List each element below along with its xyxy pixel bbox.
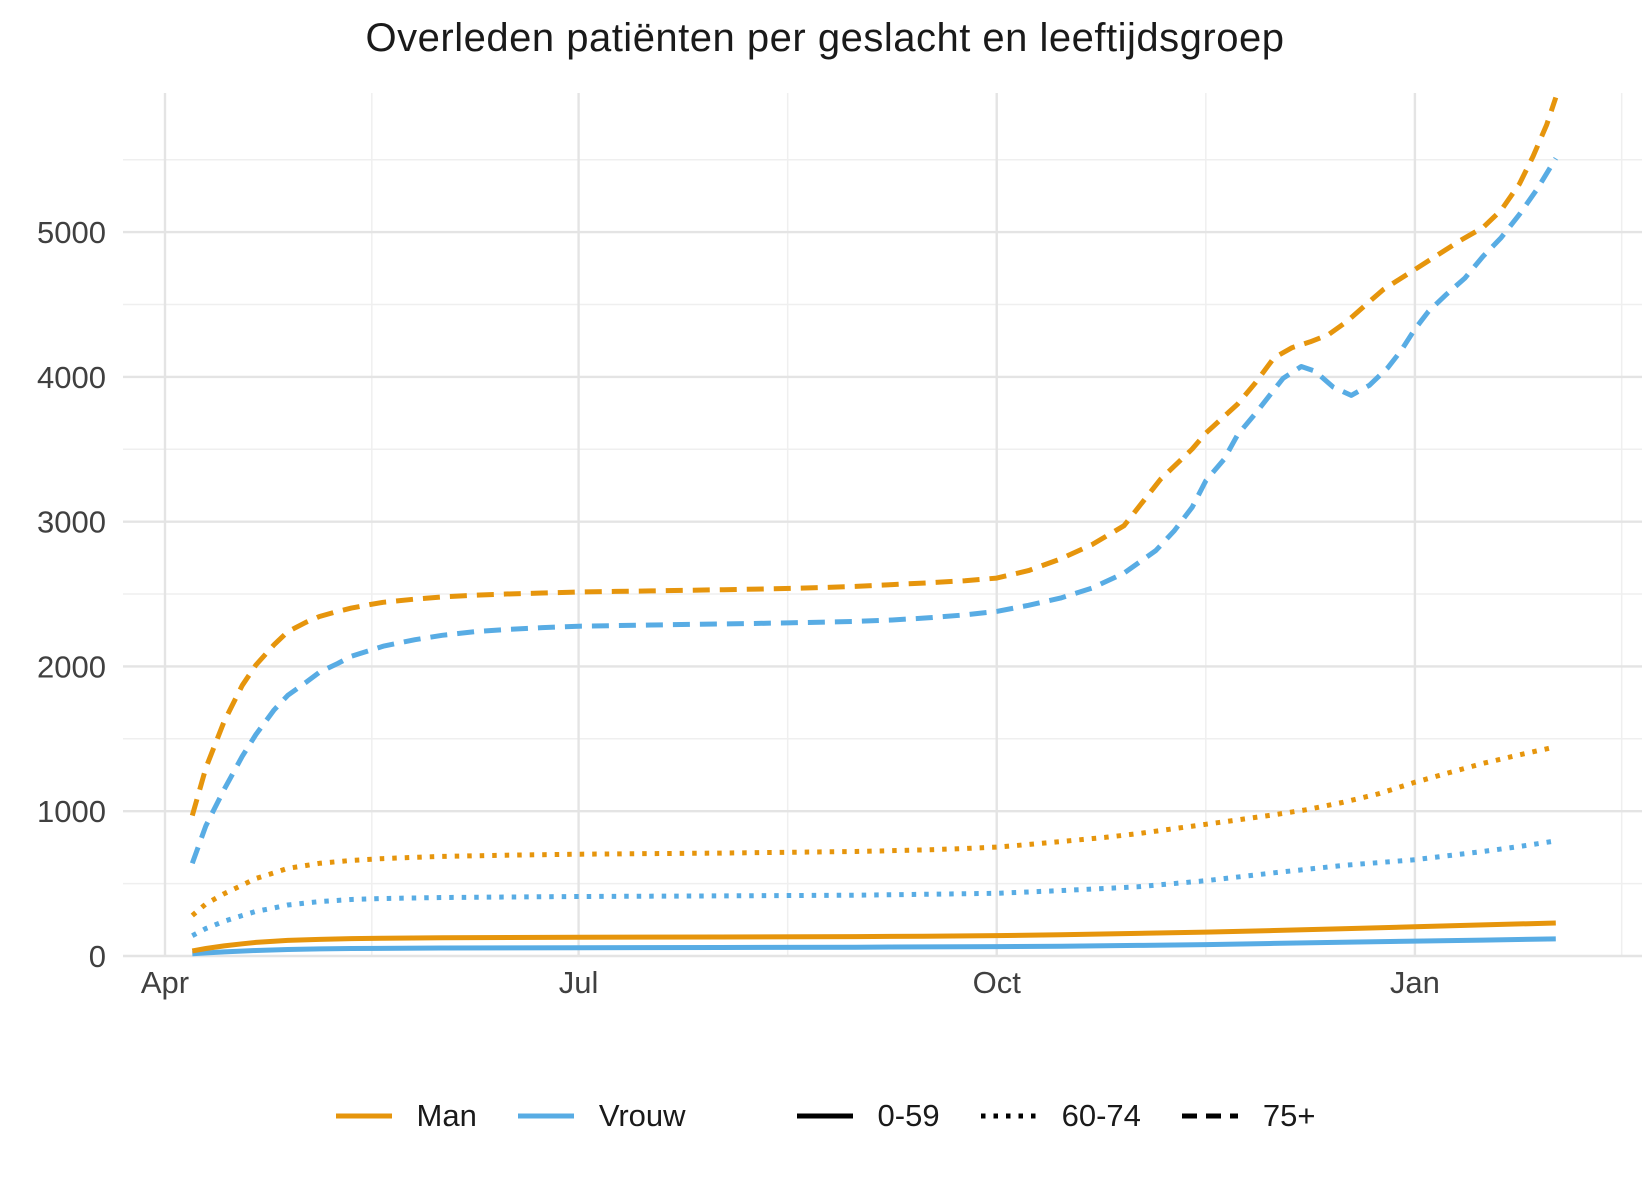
y-tick-label: 5000 bbox=[37, 215, 106, 250]
legend-label-0-59: 0-59 bbox=[877, 1098, 940, 1133]
y-tick-label: 0 bbox=[89, 939, 106, 974]
series-line-vrouw-75plus bbox=[189, 157, 1558, 865]
series-line-man-0-59 bbox=[191, 920, 1556, 954]
dotted-line-swatch bbox=[980, 1113, 1037, 1119]
gridlines-major bbox=[123, 93, 1642, 958]
x-axis-labels: Apr Jul Oct Jan bbox=[141, 965, 1440, 1000]
y-tick-label: 3000 bbox=[37, 505, 106, 540]
x-tick-label: Oct bbox=[973, 965, 1022, 1000]
legend-item-60-74: 60-74 bbox=[980, 1098, 1141, 1134]
y-axis-labels: 0 1000 2000 3000 4000 5000 bbox=[37, 215, 106, 974]
legend-item-vrouw: Vrouw bbox=[517, 1098, 686, 1134]
legend-item-man: Man bbox=[335, 1098, 477, 1134]
y-tick-label: 1000 bbox=[37, 794, 106, 829]
chart-title: Overleden patiënten per geslacht en leef… bbox=[365, 16, 1285, 60]
dashed-line-swatch bbox=[1181, 1113, 1238, 1119]
x-tick-label: Jan bbox=[1390, 965, 1440, 1000]
legend-label-60-74: 60-74 bbox=[1061, 1098, 1141, 1133]
y-tick-label: 2000 bbox=[37, 649, 106, 684]
legend-label-75plus: 75+ bbox=[1262, 1098, 1316, 1133]
legend-label-man: Man bbox=[416, 1098, 477, 1133]
legend-sex-group: Man Vrouw bbox=[335, 1098, 686, 1134]
vrouw-line-swatch bbox=[517, 1113, 574, 1119]
legend-item-75plus: 75+ bbox=[1181, 1098, 1316, 1134]
man-line-swatch bbox=[335, 1113, 392, 1119]
legend-item-0-59: 0-59 bbox=[796, 1098, 940, 1134]
legend: Man Vrouw 0-59 60-74 bbox=[0, 1098, 1650, 1134]
series-line-man-60-74 bbox=[190, 744, 1557, 918]
x-tick-label: Apr bbox=[141, 965, 189, 1000]
x-tick-label: Jul bbox=[559, 965, 599, 1000]
chart-canvas: 0 1000 2000 3000 4000 5000 Apr Jul Oct Jan bbox=[37, 93, 1642, 1000]
solid-line-swatch bbox=[796, 1113, 853, 1119]
legend-label-vrouw: Vrouw bbox=[598, 1098, 686, 1133]
series-line-vrouw-0-59 bbox=[192, 936, 1556, 957]
legend-age-group: 0-59 60-74 75+ bbox=[796, 1098, 1316, 1134]
series-line-man-75plus bbox=[189, 96, 1559, 817]
series-line-vrouw-60-74 bbox=[191, 838, 1557, 938]
y-tick-label: 4000 bbox=[37, 360, 106, 395]
